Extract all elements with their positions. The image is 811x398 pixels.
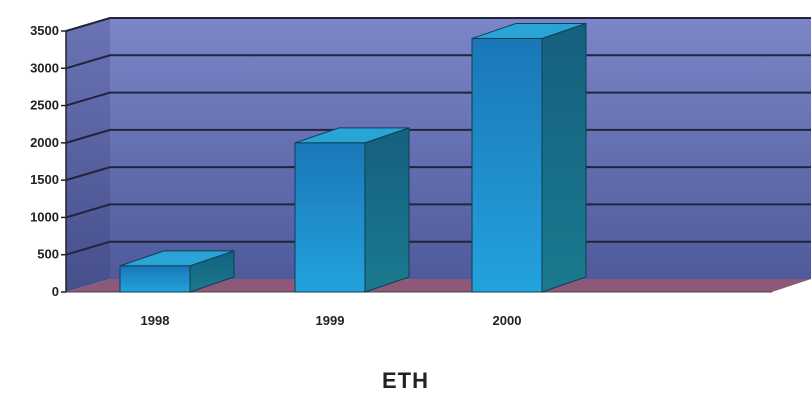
y-tick-label: 500 [37, 247, 59, 262]
side-wall [66, 18, 110, 292]
y-tick-label: 3500 [30, 23, 59, 38]
y-tick-label: 2500 [30, 98, 59, 113]
y-tick-label: 0 [52, 284, 59, 299]
y-tick-label: 2000 [30, 135, 59, 150]
back-wall [110, 18, 811, 279]
x-axis: 1998 1999 2000 [141, 313, 522, 328]
y-axis: 0 500 1000 1500 2000 2500 3000 3500 [30, 23, 66, 299]
x-tick-label: 1998 [141, 313, 170, 328]
bar-front [472, 38, 542, 292]
y-tick-label: 1000 [30, 209, 59, 224]
bar-front [120, 266, 190, 292]
chart-title: ETH [0, 368, 811, 394]
bar-side [542, 23, 586, 292]
bar [472, 23, 586, 292]
bar-side [365, 128, 409, 292]
bar-front [295, 143, 365, 292]
bar [295, 128, 409, 292]
x-tick-label: 1999 [316, 313, 345, 328]
x-tick-label: 2000 [493, 313, 522, 328]
y-tick-label: 3000 [30, 60, 59, 75]
y-tick-label: 1500 [30, 172, 59, 187]
